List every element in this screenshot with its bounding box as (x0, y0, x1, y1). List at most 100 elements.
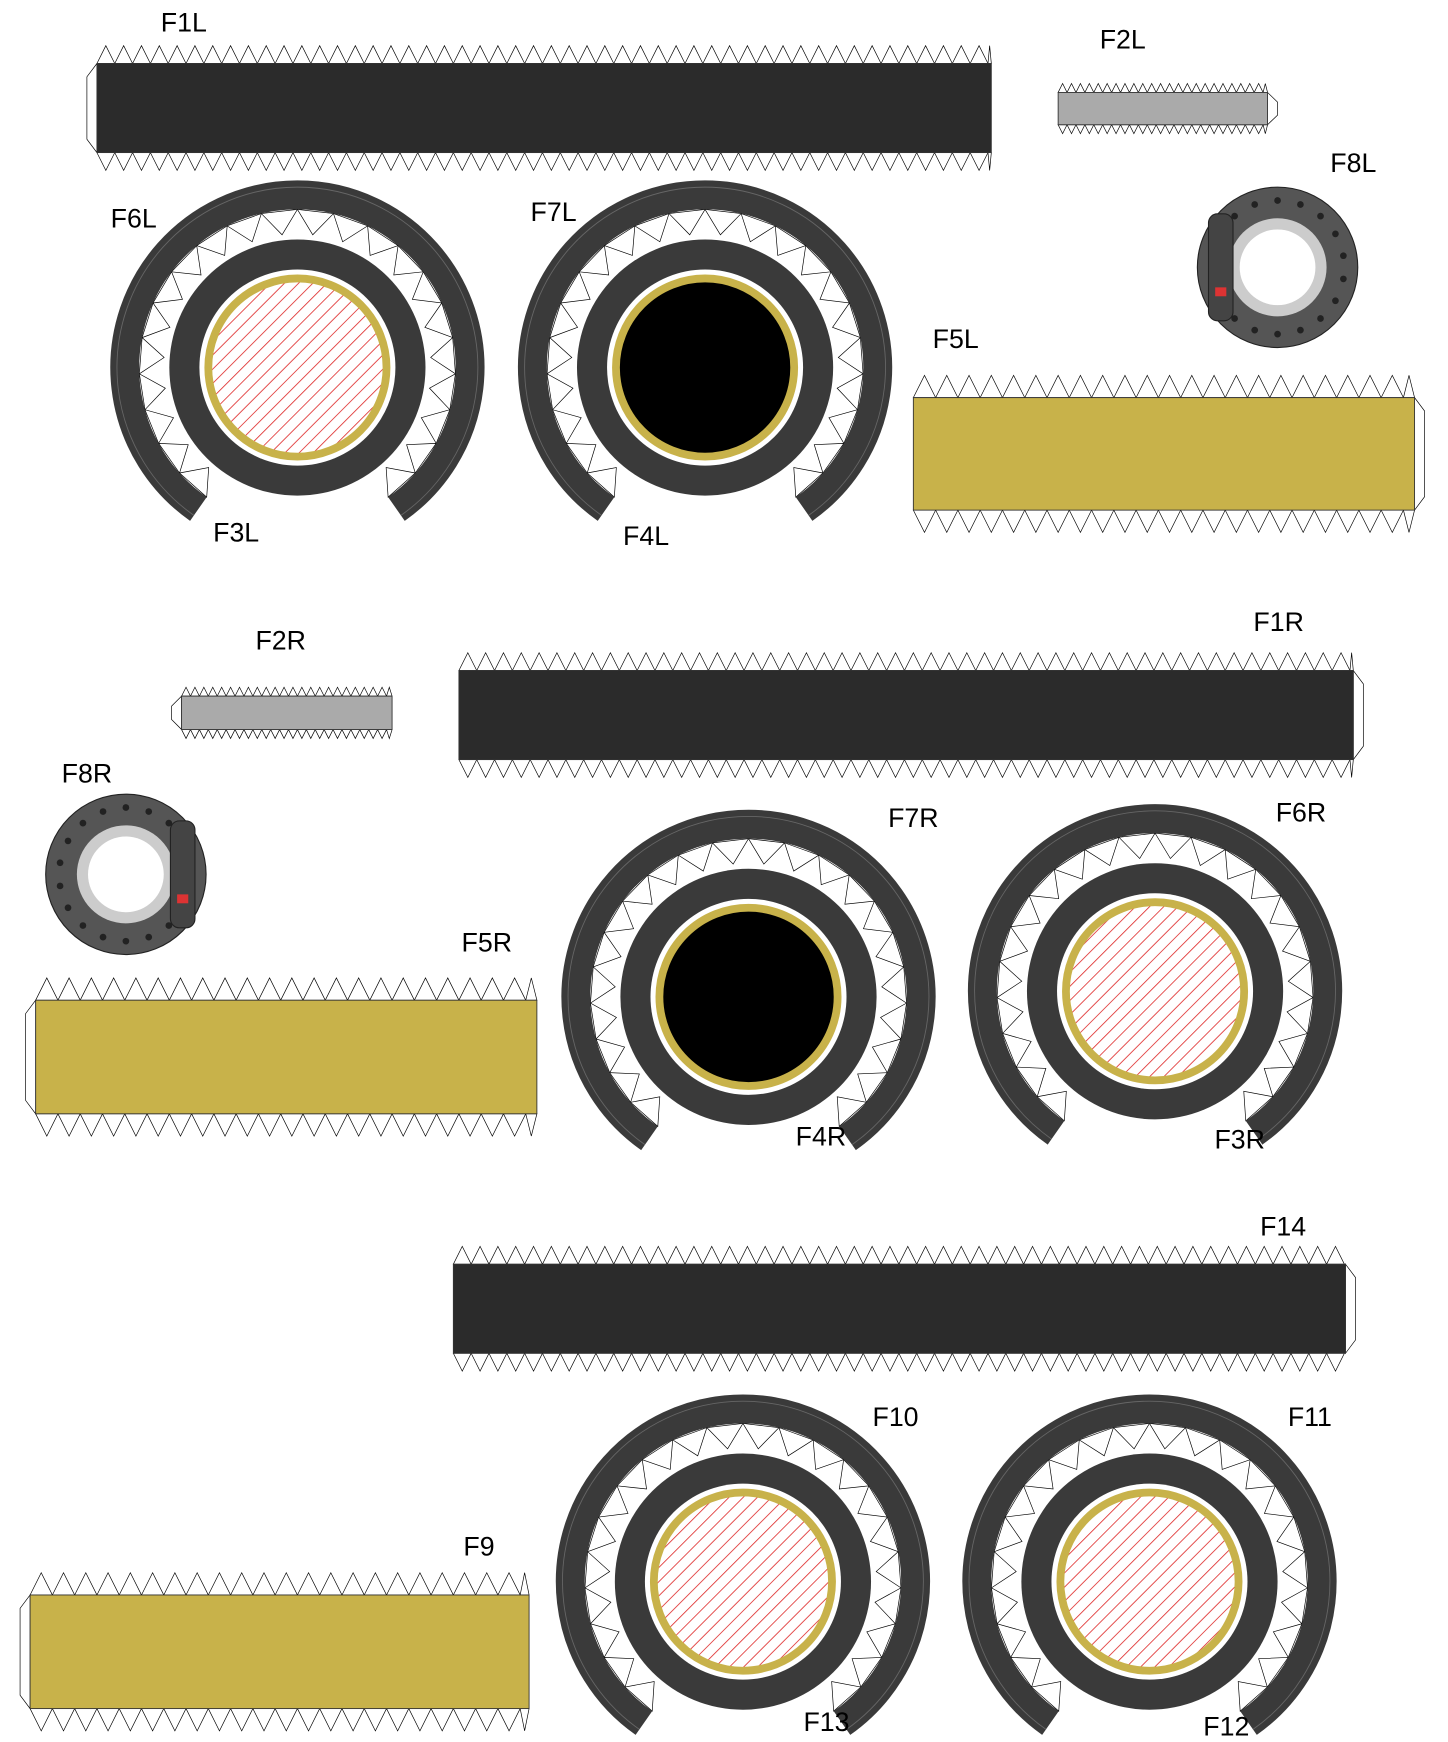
glue-tab (243, 729, 254, 740)
disc-hole (1297, 326, 1304, 334)
glue-tab (791, 152, 811, 172)
glue-tab (871, 1038, 902, 1074)
glue-tab (191, 1113, 215, 1137)
glue-tab (261, 686, 272, 697)
glue-tab (430, 1571, 454, 1596)
glue-tab (1308, 1245, 1328, 1265)
glue-tab (668, 208, 706, 236)
glue-tab (1280, 1587, 1308, 1625)
glue-tab (827, 44, 846, 64)
glue-tab (359, 729, 370, 740)
glue-tab (1263, 1066, 1295, 1098)
glue-tab (323, 686, 334, 697)
glue-tab (831, 1681, 862, 1712)
tyre-wall (110, 180, 485, 521)
glue-tab (146, 977, 170, 1001)
glue-tab (287, 686, 298, 697)
part-label: F2L (1100, 24, 1146, 54)
glue-tab (875, 931, 905, 968)
glue-tab (869, 1516, 899, 1553)
glue-tab (1148, 1423, 1187, 1450)
glue-tab (1278, 651, 1298, 671)
glue-tab (975, 651, 995, 671)
glue-tab (1246, 374, 1271, 398)
glue-tab (1113, 509, 1137, 534)
hub-hole (88, 836, 164, 913)
glue-tab (216, 686, 227, 697)
glue-tab (595, 1245, 615, 1265)
glue-tab (296, 686, 307, 697)
tyre-line (968, 1400, 1331, 1730)
glue-tab (565, 651, 585, 671)
glue-tab (1005, 1245, 1025, 1265)
glue-tab (1024, 509, 1048, 534)
glue-tab (586, 467, 617, 498)
glue-tab (124, 977, 148, 1001)
glue-tab (1313, 374, 1338, 398)
glue-tab (1242, 651, 1262, 671)
glue-tab (274, 1571, 298, 1596)
glue-tab (341, 729, 352, 740)
glue-tab (163, 1708, 187, 1732)
glue-tab (747, 838, 786, 865)
glue-tab (1112, 1423, 1151, 1450)
glue-tab (1119, 124, 1130, 135)
glue-tab (541, 152, 561, 172)
glue-tab (452, 1571, 477, 1596)
disc-hole (165, 922, 173, 929)
glue-tab (1291, 509, 1315, 534)
part-label: F2R (255, 626, 305, 656)
glue-tab (969, 44, 989, 64)
glue-tab (666, 152, 686, 172)
glue-tab (898, 1245, 918, 1265)
glue-tab (702, 44, 722, 64)
glue-tab (1269, 894, 1301, 928)
glue-tab (1030, 1681, 1062, 1712)
glue-tab (1402, 375, 1415, 398)
glue-tab (1102, 124, 1113, 135)
glue-tab (648, 1245, 668, 1265)
glue-tab (1182, 82, 1193, 93)
glue-tab (957, 509, 981, 534)
glue-tab (603, 1657, 635, 1688)
glue-tab (1244, 124, 1255, 135)
glue-tab (844, 1352, 864, 1372)
glue-tab (819, 271, 851, 304)
glue-tab (933, 152, 953, 172)
strip (458, 670, 1354, 761)
glue-tab (595, 152, 615, 172)
glue-tab (497, 1571, 521, 1596)
glue-tab (452, 152, 472, 172)
glue-tab (310, 152, 330, 172)
glue-tab (1380, 374, 1404, 398)
glue-tab (648, 152, 668, 172)
glue-tab (385, 467, 417, 498)
glue-tab (470, 44, 490, 64)
glue-tab (35, 977, 59, 1001)
glue-tab (666, 1245, 686, 1265)
glue-tab (1254, 1352, 1274, 1372)
glue-tab (1128, 82, 1139, 93)
glue-tab (1226, 124, 1237, 135)
glue-tab (880, 1245, 900, 1265)
glue-tab (1015, 1066, 1047, 1098)
glue-tab (812, 1439, 845, 1470)
glue-tab (711, 838, 750, 865)
glue-tab (987, 45, 992, 64)
disc-hole (122, 804, 130, 811)
part-label: F14 (1260, 1212, 1306, 1242)
glue-tab (1236, 1245, 1256, 1265)
glue-tab (1235, 82, 1246, 93)
glue-tab (600, 759, 620, 779)
glue-tab (957, 759, 977, 779)
glue-tab (452, 1245, 472, 1265)
glue-tab (292, 44, 312, 64)
glue-tab (565, 442, 597, 474)
glue-tab (761, 651, 781, 671)
disc-hole (1332, 297, 1339, 305)
glue-tab (690, 759, 709, 779)
glue-tab (935, 374, 959, 398)
glue-tab (827, 152, 846, 172)
glue-tab (912, 509, 937, 534)
glue-tab (636, 651, 656, 671)
